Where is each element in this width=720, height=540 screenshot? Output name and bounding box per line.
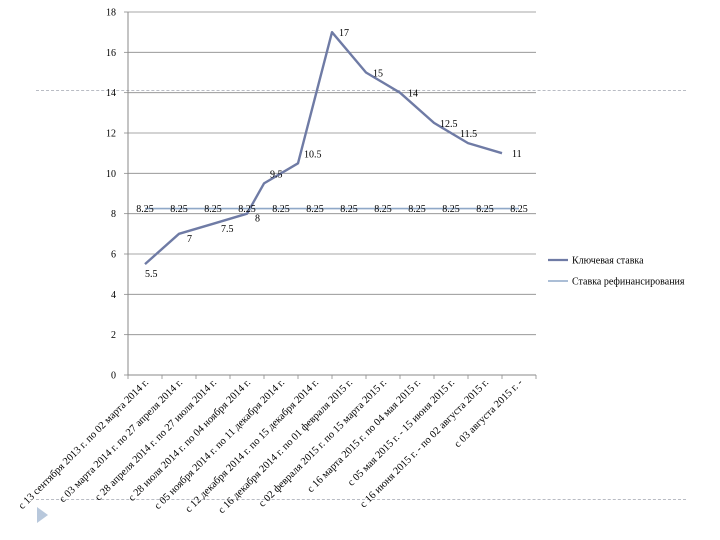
gridlines [128, 11, 536, 336]
key-rate-label: 7.5 [221, 224, 234, 235]
legend-label: Ключевая ставка [572, 256, 644, 267]
y-tick-label: 8 [111, 209, 116, 220]
refinancing-rate-label: 8.25 [442, 204, 460, 215]
refinancing-rate-label: 8.25 [170, 204, 188, 215]
slide-guide-bottom [36, 499, 686, 500]
key-rate-label: 11.5 [460, 129, 477, 140]
y-tick-label: 16 [106, 48, 116, 59]
key-rate-label: 8 [255, 214, 260, 225]
key-rate-label: 17 [339, 28, 349, 39]
x-tick-label: с 16 июня 2015 г. - по 02 августа 2015 г… [358, 377, 491, 510]
y-tick-label: 12 [106, 129, 116, 140]
legend-label: Ставка рефинансирования [572, 277, 685, 288]
key-rate-label: 10.5 [304, 149, 322, 160]
key-rate-label: 7 [187, 234, 192, 245]
y-tick-label: 14 [106, 88, 116, 99]
x-tick-label: с 28 июля 2014 г. по 04 ноября 2014 г. [127, 377, 253, 503]
x-axis-ticks: с 13 сентября 2013 г. по 02 марта 2014 г… [17, 377, 526, 516]
y-tick-label: 6 [111, 250, 116, 261]
x-tick-label: с 02 февраля 2015 г. по 15 марта 2015 г. [257, 377, 389, 509]
slide-guide-top [36, 90, 686, 91]
x-tick-label: с 03 марта 2014 г. по 27 апреля 2014 г. [57, 377, 185, 505]
key-rate-label: 9.5 [270, 169, 283, 180]
key-rate-label: 11 [512, 149, 522, 160]
y-tick-label: 2 [111, 330, 116, 341]
y-axis-ticks: 0 2 4 6 8 10 12 14 16 18 [106, 8, 116, 382]
refinancing-rate-label: 8.25 [136, 204, 154, 215]
y-tick-label: 4 [111, 290, 116, 301]
y-tick-label: 18 [106, 8, 116, 19]
refinancing-rate-label: 8.25 [204, 204, 222, 215]
key-rate-line [144, 31, 503, 265]
axes [124, 11, 537, 379]
refinancing-rate-label: 8.25 [272, 204, 290, 215]
refinancing-rate-label: 8.25 [340, 204, 358, 215]
refinancing-rate-label: 8.25 [476, 204, 494, 215]
series-lines [144, 31, 519, 265]
legend: Ключевая ставка Ставка рефинансирования [548, 256, 685, 288]
key-rate-label: 12.5 [440, 119, 458, 130]
refinancing-rate-label: 8.25 [510, 204, 528, 215]
refinancing-rate-label: 8.25 [306, 204, 324, 215]
data-labels: 5.5 7 7.5 8 9.5 10.5 17 15 14 12.511.5 11 8.25 8.25 8… [136, 28, 528, 280]
x-tick-label: с 28 апреля 2014 г. по 27 июля 2014 г. [93, 377, 219, 503]
x-tick-label: с 03 августа 2015 г. - [452, 377, 525, 450]
y-tick-label: 0 [111, 371, 116, 382]
key-rate-label: 15 [373, 69, 383, 80]
refinancing-rate-label: 8.25 [374, 204, 392, 215]
key-rate-label: 14 [408, 89, 418, 100]
y-tick-label: 10 [106, 169, 116, 180]
slide-play-arrow-icon [37, 507, 48, 523]
refinancing-rate-label: 8.25 [238, 204, 256, 215]
refinancing-rate-label: 8.25 [408, 204, 426, 215]
key-rate-label: 5.5 [145, 269, 158, 280]
